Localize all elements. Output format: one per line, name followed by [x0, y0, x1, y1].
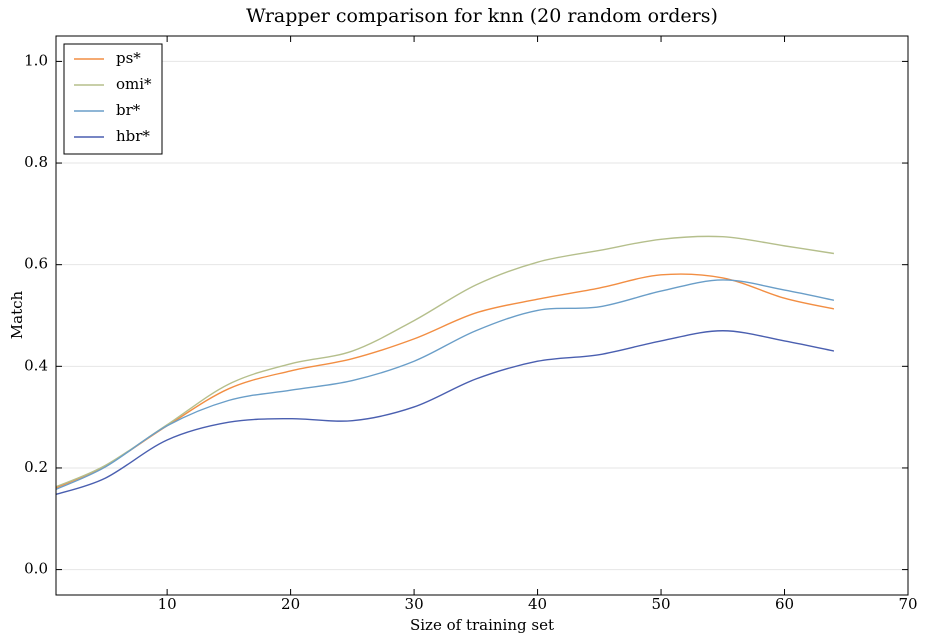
- x-tick-label: 40: [528, 595, 547, 613]
- legend-box: [63, 43, 163, 155]
- chart-title: Wrapper comparison for knn (20 random or…: [246, 5, 718, 27]
- x-tick-label: 70: [898, 595, 917, 613]
- x-tick-label: 20: [281, 595, 300, 613]
- y-tick-label: 0.4: [24, 356, 48, 374]
- legend-label: omi*: [116, 75, 152, 93]
- y-axis-label: Match: [8, 290, 26, 339]
- legend-label: hbr*: [116, 127, 150, 145]
- y-tick-label: 0.0: [24, 560, 48, 578]
- line: [55, 330, 835, 496]
- plot-frame: [55, 35, 909, 596]
- y-tick-label: 0.2: [24, 458, 48, 476]
- x-tick-label: 30: [405, 595, 424, 613]
- legend-label: br*: [116, 101, 141, 119]
- x-axis-label: Size of training set: [410, 616, 554, 634]
- line: [55, 235, 835, 488]
- x-tick-label: 50: [651, 595, 670, 613]
- line: [55, 279, 835, 490]
- y-tick-label: 1.0: [24, 51, 48, 69]
- y-tick-label: 0.8: [24, 153, 48, 171]
- y-tick-label: 0.6: [24, 255, 48, 273]
- x-tick-label: 10: [158, 595, 177, 613]
- x-tick-label: 60: [775, 595, 794, 613]
- legend-label: ps*: [116, 49, 141, 67]
- line: [55, 273, 835, 489]
